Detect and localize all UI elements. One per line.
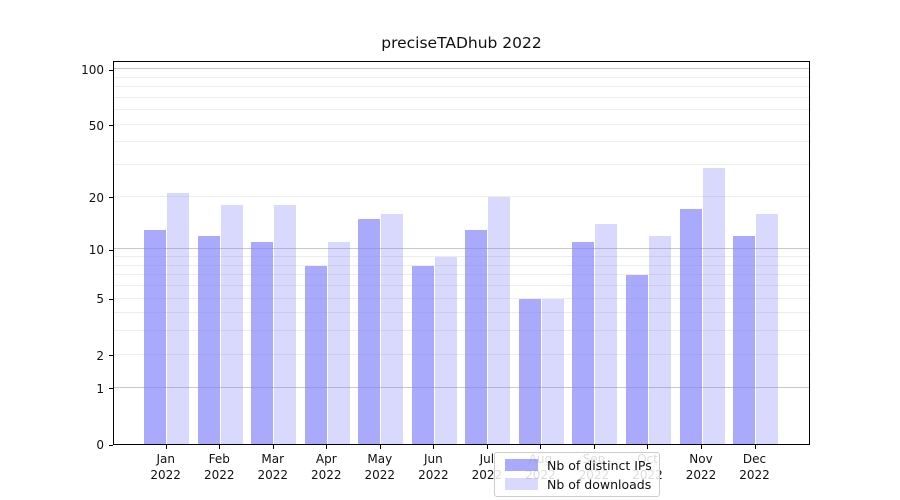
x-tick-label-apr: Apr 2022 <box>311 452 342 482</box>
bar-ips-oct <box>625 275 648 444</box>
bar-ips-feb <box>197 235 220 444</box>
x-tick-label-nov: Nov 2022 <box>685 452 717 482</box>
y-tick-mark-2 <box>109 355 113 357</box>
grid-line-5 <box>114 297 809 299</box>
y-tick-label-0: 0 <box>96 438 104 452</box>
bar-downloads-jan <box>167 192 190 444</box>
x-tick-mark-aug <box>540 445 542 449</box>
legend: Nb of distinct IPs Nb of downloads <box>494 452 660 497</box>
grid-line-80 <box>114 86 809 88</box>
y-tick-label-50: 50 <box>88 118 104 133</box>
bar-downloads-may <box>381 213 404 444</box>
grid-line-4 <box>114 312 809 314</box>
x-tick-mark-jul <box>486 445 488 449</box>
grid-line-40 <box>114 141 809 143</box>
bar-downloads-jun <box>434 257 457 444</box>
x-tick-mark-sep <box>593 445 595 449</box>
x-tick-label-feb: Feb 2022 <box>203 452 235 482</box>
y-tick-mark-20 <box>109 197 113 199</box>
bar-ips-apr <box>304 265 327 444</box>
x-tick-mark-dec <box>754 445 756 449</box>
x-tick-label-jan: Jan 2022 <box>150 452 181 482</box>
y-tick-mark-100 <box>109 69 113 71</box>
bar-downloads-feb <box>220 204 243 444</box>
bar-ips-jun <box>411 265 434 444</box>
y-tick-mark-5 <box>109 298 113 300</box>
bar-ips-dec <box>733 235 756 444</box>
bar-downloads-sep <box>595 224 618 444</box>
legend-row-downloads: Nb of downloads <box>495 477 659 492</box>
x-tick-mark-may <box>379 445 381 449</box>
y-tick-mark-50 <box>109 125 113 127</box>
bar-downloads-aug <box>541 298 564 444</box>
grid-line-6 <box>114 284 809 286</box>
grid-line-10 <box>114 248 809 250</box>
grid-line-70 <box>114 96 809 98</box>
x-tick-mark-jan <box>165 445 167 449</box>
legend-row-distinct-ips: Nb of distinct IPs <box>495 458 659 473</box>
x-tick-label-dec: Dec 2022 <box>739 452 770 482</box>
bar-downloads-nov <box>702 167 725 444</box>
bar-downloads-apr <box>327 242 350 444</box>
legend-swatch-downloads <box>505 478 538 490</box>
bar-ips-jul <box>465 229 488 444</box>
grid-line-30 <box>114 164 809 166</box>
y-tick-label-2: 2 <box>96 348 104 363</box>
grid-line-90 <box>114 76 809 78</box>
y-tick-label-1: 1 <box>96 381 104 396</box>
grid-line-60 <box>114 109 809 111</box>
bar-downloads-dec <box>756 213 779 444</box>
bar-ips-aug <box>518 298 541 444</box>
y-tick-mark-0 <box>109 444 113 446</box>
bar-downloads-mar <box>274 204 297 444</box>
x-tick-label-mar: Mar 2022 <box>257 452 289 482</box>
x-tick-label-may: May 2022 <box>364 452 396 482</box>
grid-line-9 <box>114 256 809 257</box>
bar-ips-jan <box>144 229 167 444</box>
y-tick-mark-1 <box>109 388 113 390</box>
y-tick-mark-10 <box>109 249 113 251</box>
x-tick-mark-oct <box>647 445 649 449</box>
y-tick-label-10: 10 <box>88 243 104 258</box>
y-tick-label-5: 5 <box>96 292 104 307</box>
bar-ips-nov <box>679 209 702 444</box>
x-tick-mark-jun <box>433 445 435 449</box>
x-tick-mark-nov <box>701 445 702 449</box>
grid-line-1 <box>114 386 809 388</box>
bar-ips-sep <box>572 242 595 444</box>
bar-downloads-jul <box>488 196 511 444</box>
legend-swatch-distinct-ips <box>505 459 538 471</box>
legend-label-downloads: Nb of downloads <box>547 476 652 492</box>
grid-line-2 <box>114 353 809 355</box>
y-tick-label-20: 20 <box>88 190 104 205</box>
grid-line-7 <box>114 274 809 276</box>
y-tick-label-100: 100 <box>81 63 104 78</box>
legend-label-distinct-ips: Nb of distinct IPs <box>547 457 652 473</box>
x-tick-mark-apr <box>326 445 328 449</box>
grid-line-100 <box>114 68 809 70</box>
x-tick-mark-feb <box>219 445 221 449</box>
grid-line-50 <box>114 123 809 125</box>
grid-line-8 <box>114 264 809 266</box>
chart-title: preciseTADhub 2022 <box>381 34 542 52</box>
grid-line-20 <box>114 195 809 197</box>
x-tick-mark-mar <box>272 445 274 449</box>
bar-downloads-oct <box>648 235 671 444</box>
grid-line-3 <box>114 330 809 332</box>
bar-ips-may <box>358 218 381 444</box>
plot-area: Nb of distinct IPs Nb of downloads <box>113 61 810 497</box>
bar-ips-mar <box>251 242 274 444</box>
x-tick-label-jun: Jun 2022 <box>418 452 449 482</box>
